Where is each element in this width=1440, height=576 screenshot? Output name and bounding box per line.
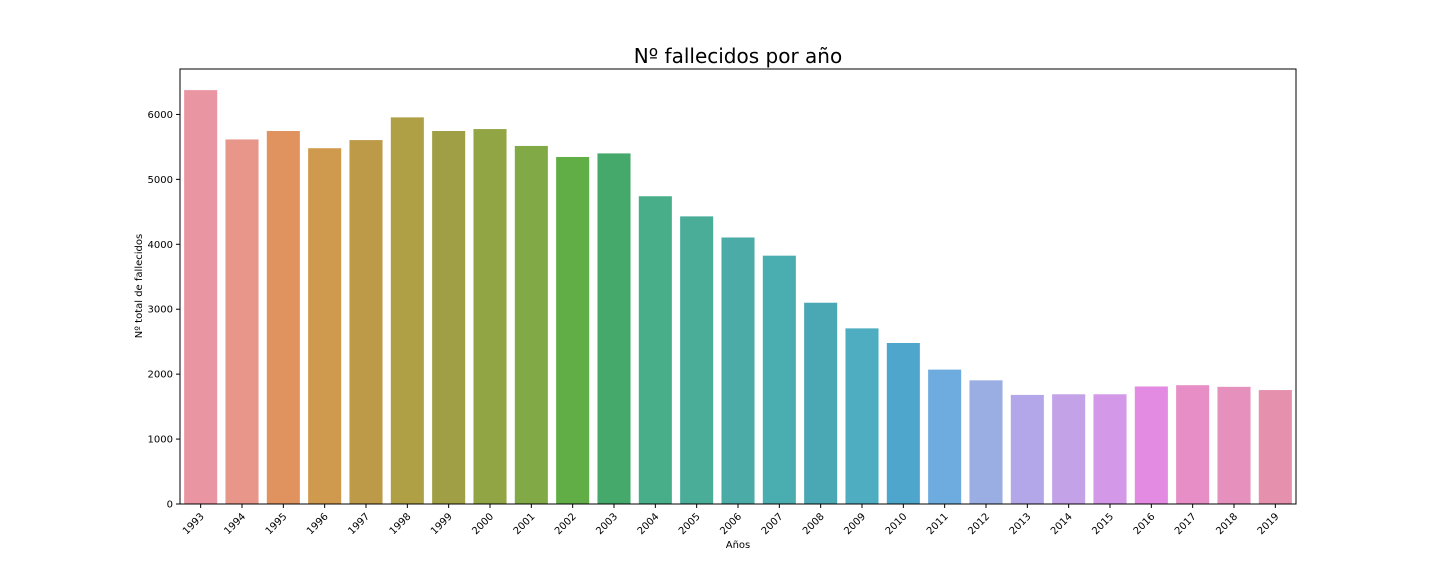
y-tick-label-2000: 2000 (148, 370, 173, 381)
x-tick-label-2010: 2010 (884, 511, 910, 537)
x-tick-label-1993: 1993 (181, 511, 207, 537)
x-tick-label-2019: 2019 (1256, 511, 1282, 537)
bar-1999 (432, 131, 466, 505)
x-tick-label-2016: 2016 (1132, 511, 1158, 537)
bar-2004 (638, 196, 672, 505)
y-axis-label: Nº total de fallecidos (134, 234, 145, 338)
x-tick-label-2006: 2006 (718, 511, 744, 537)
bar-1997 (349, 140, 383, 505)
y-axis: 0 1000 2000 3000 4000 5000 6000 (148, 110, 180, 511)
x-tick-label-2014: 2014 (1049, 511, 1075, 537)
bar-2011 (928, 369, 962, 504)
x-tick-label-2004: 2004 (636, 511, 662, 537)
x-tick-label-1997: 1997 (346, 511, 372, 537)
bar-2002 (556, 156, 590, 504)
chart-title: Nº fallecidos por año (634, 44, 842, 68)
bar-1993 (184, 90, 218, 505)
x-tick-label-2007: 2007 (760, 511, 786, 537)
x-tick-label-2003: 2003 (594, 511, 620, 537)
x-axis-label: Años (726, 540, 751, 551)
x-tick-label-2002: 2002 (553, 511, 579, 537)
bar-2008 (804, 302, 838, 504)
bar-2017 (1176, 385, 1210, 504)
x-tick-label-2001: 2001 (512, 511, 538, 537)
x-tick-label-2008: 2008 (801, 511, 827, 537)
bar-1995 (266, 131, 300, 505)
x-tick-label-2011: 2011 (925, 511, 951, 537)
x-tick-label-2012: 2012 (966, 511, 992, 537)
bar-2003 (597, 153, 631, 504)
x-tick-label-2013: 2013 (1008, 511, 1034, 537)
bar-2007 (762, 255, 796, 504)
bar-1998 (390, 117, 424, 505)
x-tick-label-2000: 2000 (470, 511, 496, 537)
x-tick-label-2015: 2015 (1090, 511, 1116, 537)
bar-2012 (969, 380, 1003, 504)
bar-2019 (1258, 390, 1292, 504)
x-axis: 1993 1994 1995 1996 1997 1998 1999 2000 2001 2002… (181, 504, 1281, 537)
y-tick-label-3000: 3000 (148, 305, 173, 316)
bar-2010 (886, 342, 920, 504)
x-tick-label-1994: 1994 (222, 511, 248, 537)
bars-group (184, 90, 1292, 505)
bar-2015 (1093, 394, 1127, 504)
bar-2016 (1134, 386, 1168, 504)
x-tick-label-2018: 2018 (1214, 511, 1240, 537)
x-tick-label-1995: 1995 (264, 511, 290, 537)
y-tick-label-0: 0 (167, 500, 173, 511)
bar-2013 (1010, 394, 1044, 504)
y-tick-label-5000: 5000 (148, 175, 173, 186)
x-tick-label-2005: 2005 (677, 511, 703, 537)
bar-2018 (1217, 386, 1251, 504)
bar-2006 (721, 237, 755, 505)
x-tick-label-2017: 2017 (1173, 511, 1199, 537)
bar-2009 (845, 328, 879, 504)
plot-frame (179, 68, 1297, 505)
x-tick-label-1999: 1999 (429, 511, 455, 537)
x-tick-label-1998: 1998 (388, 511, 414, 537)
bar-2001 (514, 145, 548, 504)
y-tick-label-4000: 4000 (148, 240, 173, 251)
y-tick-label-6000: 6000 (148, 110, 173, 121)
bar-2000 (473, 129, 507, 504)
bar-2014 (1052, 394, 1086, 504)
bar-1994 (225, 139, 259, 504)
y-tick-label-1000: 1000 (148, 435, 173, 446)
bar-2005 (680, 216, 714, 504)
x-tick-label-1996: 1996 (305, 511, 331, 537)
x-tick-label-2009: 2009 (842, 511, 868, 537)
bar-1996 (308, 148, 342, 504)
